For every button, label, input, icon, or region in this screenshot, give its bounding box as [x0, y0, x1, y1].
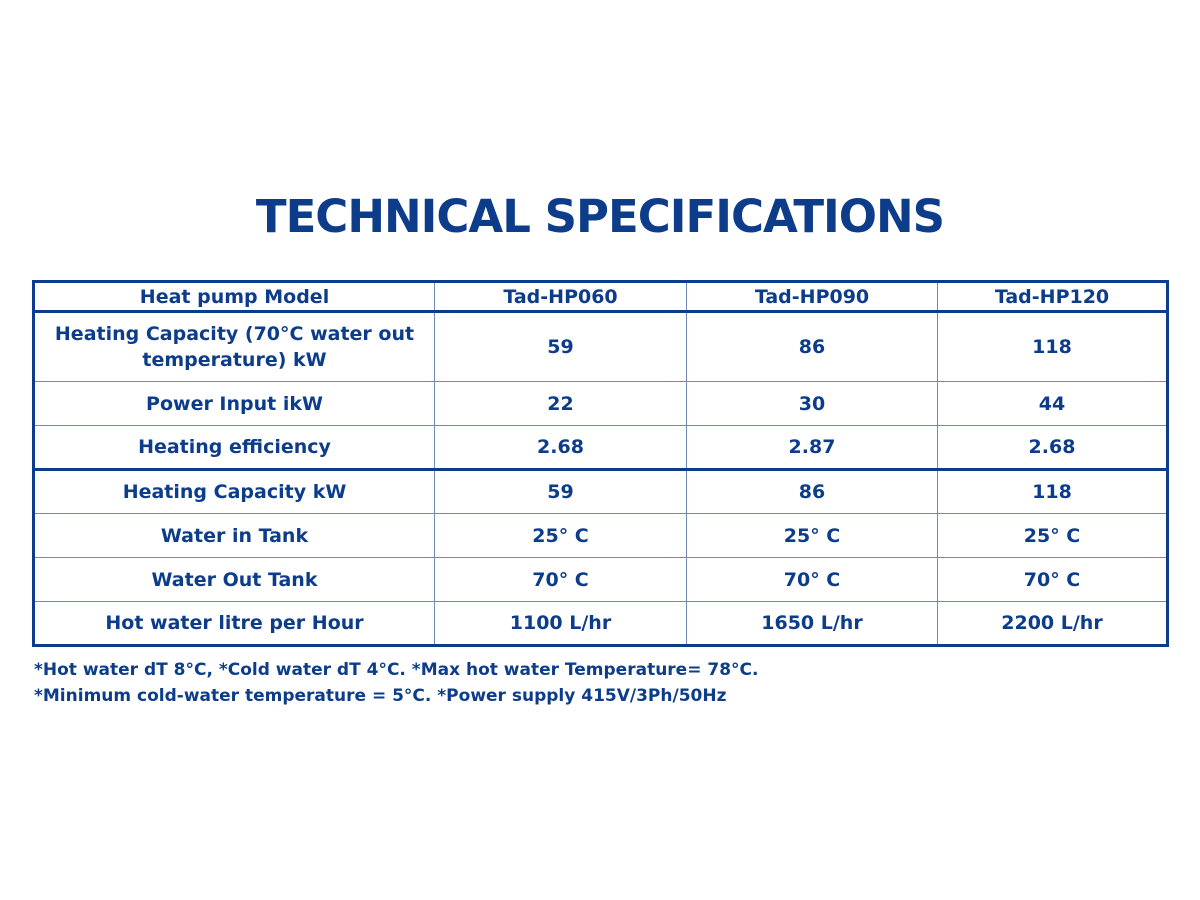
header-cell: Heat pump Model [33, 281, 435, 313]
cell: 1650 L/hr [686, 601, 938, 646]
row-label: Water in Tank [33, 513, 435, 558]
spec-table: Heat pump Model Tad-HP060 Tad-HP090 Tad-… [32, 280, 1169, 647]
footnote: *Minimum cold-water temperature = 5°C. *… [34, 686, 727, 706]
cell: 1100 L/hr [434, 601, 687, 646]
cell: 44 [937, 381, 1168, 426]
cell: 86 [686, 311, 938, 382]
cell: 25° C [937, 513, 1168, 558]
row-label: Power Input ikW [33, 381, 435, 426]
cell: 59 [434, 311, 687, 382]
row-label: Water Out Tank [33, 557, 435, 602]
cell: 59 [434, 469, 687, 514]
row-label: Heating efficiency [33, 425, 435, 471]
cell: 70° C [937, 557, 1168, 602]
table-row: Water in Tank 25° C 25° C 25° C [33, 513, 1168, 558]
row-label: Hot water litre per Hour [33, 601, 435, 646]
table-row: Heating Capacity kW 59 86 118 [33, 469, 1168, 514]
table-header-row: Heat pump Model Tad-HP060 Tad-HP090 Tad-… [33, 281, 1168, 313]
cell: 25° C [434, 513, 687, 558]
cell: 2200 L/hr [937, 601, 1168, 646]
table-row: Heating efficiency 2.68 2.87 2.68 [33, 425, 1168, 471]
cell: 30 [686, 381, 938, 426]
table-row: Heating Capacity (70°C water out tempera… [33, 311, 1168, 382]
cell: 2.87 [686, 425, 938, 471]
cell: 70° C [434, 557, 687, 602]
cell: 118 [937, 469, 1168, 514]
table-row: Water Out Tank 70° C 70° C 70° C [33, 557, 1168, 602]
row-label: Heating Capacity kW [33, 469, 435, 514]
footnote: *Hot water dT 8°C, *Cold water dT 4°C. *… [34, 660, 759, 680]
header-cell: Tad-HP090 [686, 281, 938, 313]
cell: 22 [434, 381, 687, 426]
row-label: Heating Capacity (70°C water out tempera… [33, 311, 435, 382]
footnotes: *Hot water dT 8°C, *Cold water dT 4°C. *… [34, 657, 758, 709]
cell: 86 [686, 469, 938, 514]
page-title: TECHNICAL SPECIFICATIONS [255, 190, 945, 243]
cell: 2.68 [937, 425, 1168, 471]
table-row: Power Input ikW 22 30 44 [33, 381, 1168, 426]
cell: 25° C [686, 513, 938, 558]
cell: 118 [937, 311, 1168, 382]
header-cell: Tad-HP060 [434, 281, 687, 313]
header-cell: Tad-HP120 [937, 281, 1168, 313]
table-row: Hot water litre per Hour 1100 L/hr 1650 … [33, 601, 1168, 646]
cell: 2.68 [434, 425, 687, 471]
cell: 70° C [686, 557, 938, 602]
